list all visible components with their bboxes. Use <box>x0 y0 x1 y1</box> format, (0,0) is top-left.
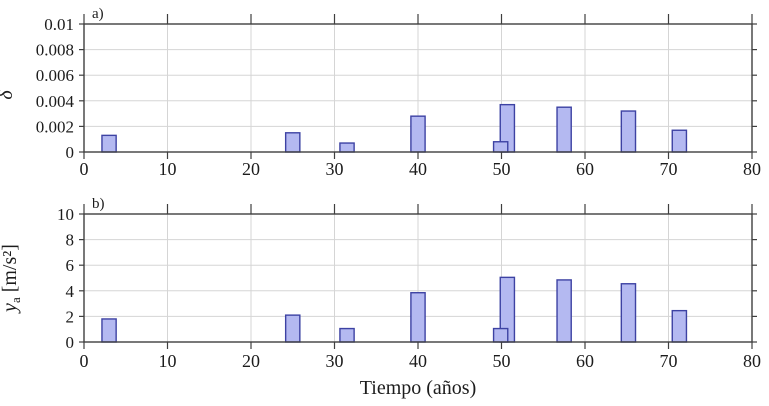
bar <box>339 327 355 343</box>
x-tick-label: 80 <box>743 159 761 179</box>
chart-a-ticks <box>79 14 757 159</box>
bar <box>671 129 688 153</box>
chart-b-bars <box>101 276 688 343</box>
chart-b-ylabel-units: [m/s²] <box>0 244 21 292</box>
x-tick-label: 30 <box>326 351 344 371</box>
x-tick-label: 50 <box>493 159 511 179</box>
chart-b-grid <box>84 214 752 342</box>
chart-a-xtick-labels: 0 10 20 30 40 50 60 70 80 <box>80 159 762 179</box>
chart-a: 0 10 20 30 40 50 60 70 80 00.0020.0040.0060.0080… <box>0 6 761 179</box>
x-tick-label: 10 <box>159 351 177 371</box>
x-tick-label: 10 <box>159 159 177 179</box>
chart-a-ylabel: δ <box>0 90 17 100</box>
x-tick-label: 70 <box>660 351 678 371</box>
x-tick-label: 80 <box>743 351 761 371</box>
bar <box>339 142 355 153</box>
y-tick-label: 0.008 <box>36 41 74 60</box>
x-tick-label: 60 <box>576 351 594 371</box>
y-tick-label: 0.004 <box>36 92 75 111</box>
chart-b-ylabel: ya [m/s²] <box>0 244 23 314</box>
x-tick-label: 20 <box>242 351 260 371</box>
bar <box>410 292 426 343</box>
y-tick-label: 0 <box>66 333 75 352</box>
chart-b: 0 10 20 30 40 50 60 70 80 0 2 4 6 8 10 b) ya [m/s²] <box>0 196 761 371</box>
x-tick-label: 0 <box>80 351 89 371</box>
chart-b-ylabel-base: y <box>0 303 21 314</box>
y-tick-label: 4 <box>66 282 75 301</box>
bar <box>620 110 637 153</box>
x-tick-label: 20 <box>242 159 260 179</box>
bar <box>284 314 301 343</box>
bar <box>492 141 509 153</box>
bar <box>101 318 117 343</box>
chart-b-xtick-labels: 0 10 20 30 40 50 60 70 80 <box>80 351 762 371</box>
chart-a-ytick-labels: 0 0.002 0.004 0.006 0.008 0.01 <box>36 15 75 162</box>
bar <box>101 134 117 153</box>
bar <box>556 279 572 343</box>
chart-b-ytick-labels: 0 2 4 6 8 10 <box>57 205 75 352</box>
x-tick-label: 50 <box>493 351 511 371</box>
chart-b-ylabel-sub: a <box>8 297 23 303</box>
x-tick-label: 30 <box>326 159 344 179</box>
bar <box>284 132 301 153</box>
x-tick-label: 60 <box>576 159 594 179</box>
y-tick-label: 2 <box>66 307 75 326</box>
x-tick-label: 0 <box>80 159 89 179</box>
bar <box>492 327 509 343</box>
y-tick-label: 0.006 <box>36 66 74 85</box>
y-tick-label: 10 <box>57 205 74 224</box>
x-tick-label: 40 <box>409 159 427 179</box>
chart-b-panel-label: b) <box>92 196 105 212</box>
y-tick-label: 6 <box>66 256 75 275</box>
x-tick-label: 40 <box>409 351 427 371</box>
y-tick-label: 0 <box>66 143 75 162</box>
chart-a-grid <box>84 24 752 152</box>
y-tick-label: 8 <box>66 231 75 250</box>
chart-a-panel-label: a) <box>92 6 104 22</box>
bar <box>410 115 426 153</box>
chart-a-bars <box>101 103 688 153</box>
x-tick-label: 70 <box>660 159 678 179</box>
bar <box>671 309 688 343</box>
x-axis-title: Tiempo (años) <box>360 377 476 399</box>
y-tick-label: 0.01 <box>44 15 74 34</box>
chart-b-ticks <box>79 204 757 349</box>
bar <box>620 283 637 343</box>
y-tick-label: 0.002 <box>36 117 74 136</box>
bar <box>556 106 572 153</box>
